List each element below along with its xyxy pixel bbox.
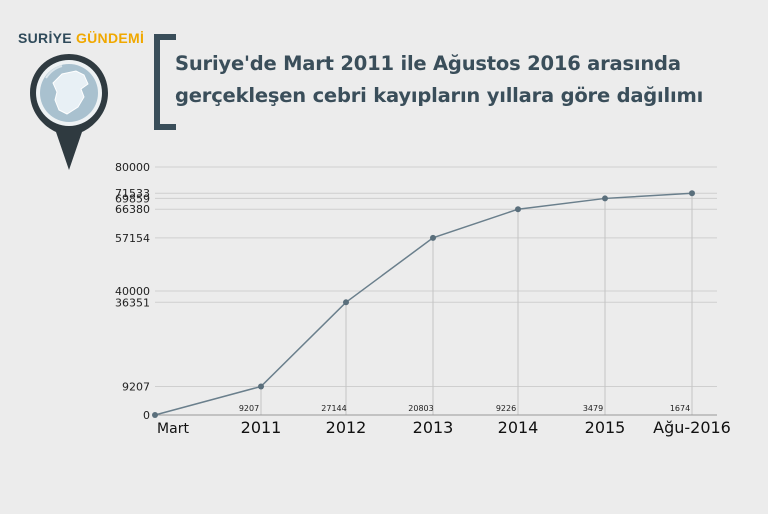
- data-point: [152, 412, 158, 418]
- x-tick-label: 2015: [585, 418, 626, 437]
- data-point: [258, 383, 264, 390]
- y-tick-label: 0: [143, 409, 150, 422]
- data-label: 20803: [408, 404, 433, 413]
- brand-name-part2: GÜNDEMİ: [75, 30, 145, 46]
- data-point: [515, 206, 521, 213]
- x-tick-label: Mart: [157, 421, 189, 437]
- y-tick-label: 69859: [115, 192, 150, 205]
- title-line-1: Suriye'de Mart 2011 ile Ağustos 2016 ara…: [175, 52, 681, 75]
- x-tick-label: 2013: [413, 418, 454, 437]
- series-line: [154, 192, 693, 416]
- y-tick-label: 57154: [115, 232, 150, 245]
- title-bracket: [154, 34, 176, 130]
- data-label: 27144: [321, 404, 346, 413]
- map-pin-icon: [30, 54, 108, 170]
- y-tick-label: 9207: [122, 380, 150, 393]
- data-point: [430, 234, 436, 241]
- data-label: 9226: [496, 404, 516, 413]
- y-tick-label: 36351: [115, 296, 150, 309]
- data-label: 3479: [583, 404, 603, 413]
- y-tick-label: 71533: [115, 187, 150, 200]
- y-tick-label: 40000: [115, 285, 150, 298]
- x-tick-label: 2012: [326, 418, 367, 437]
- data-point: [689, 190, 695, 197]
- brand-name: SURİYE GÜNDEMİ: [18, 30, 144, 46]
- x-tick-label: 2011: [241, 418, 282, 437]
- x-tick-label: Ağu-2016: [653, 418, 731, 437]
- data-point: [343, 299, 349, 306]
- data-point: [602, 195, 608, 202]
- y-tick-label: 66380: [115, 203, 150, 216]
- title-line-2: gerçekleşen cebri kayıpların yıllara gör…: [175, 84, 704, 107]
- page-title: Suriye'de Mart 2011 ile Ağustos 2016 ara…: [175, 48, 755, 112]
- x-tick-label: 2014: [498, 418, 539, 437]
- data-label: 1674: [670, 404, 690, 413]
- data-label: 9207: [239, 404, 259, 413]
- brand-name-part1: SURİYE: [18, 30, 72, 46]
- y-tick-label: 80000: [115, 161, 150, 174]
